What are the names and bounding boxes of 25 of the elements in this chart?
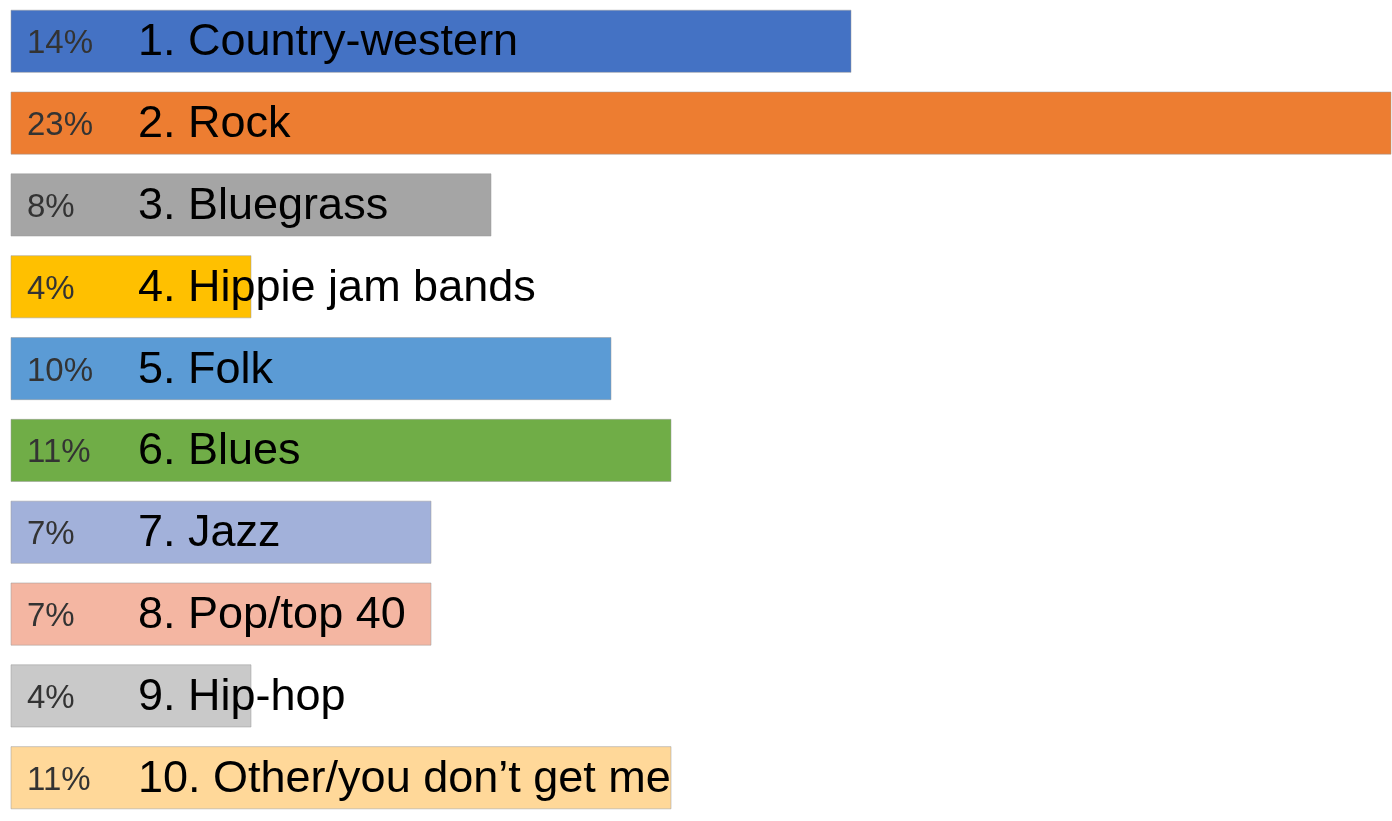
bar [10, 9, 852, 73]
data-label: 10% [27, 350, 94, 388]
data-label: 4% [27, 268, 75, 306]
y-tick-label: 6. Blues [138, 423, 301, 475]
data-label: 11% [27, 432, 91, 470]
y-tick-label: 8. Pop/top 40 [138, 587, 406, 639]
y-tick-label: 5. Folk [138, 341, 274, 393]
data-label: 7% [27, 514, 75, 552]
data-label: 7% [27, 596, 75, 634]
y-tick-label: 10. Other/you don’t get me [138, 750, 671, 802]
y-tick-label: 7. Jazz [138, 505, 281, 557]
y-tick-label: 9. Hip-hop [138, 668, 346, 720]
bar [10, 419, 672, 482]
data-label: 11% [27, 759, 91, 797]
bar [10, 337, 612, 400]
y-tick-label: 2. Rock [138, 96, 292, 148]
bar [10, 173, 492, 237]
y-tick-label: 1. Country-western [138, 14, 519, 66]
data-label: 8% [27, 186, 75, 224]
bar [10, 500, 432, 564]
y-tick-label: 3. Bluegrass [138, 177, 389, 229]
data-label: 4% [27, 677, 75, 715]
data-label: 14% [27, 23, 94, 61]
bar [10, 91, 1392, 155]
data-label: 23% [27, 105, 94, 143]
